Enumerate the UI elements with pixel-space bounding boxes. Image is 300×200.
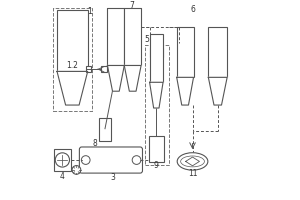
Polygon shape	[177, 77, 194, 105]
Bar	[150, 48, 163, 57]
Bar	[107, 8, 124, 65]
Text: 5: 5	[144, 35, 149, 44]
Bar	[124, 8, 141, 65]
Text: 6: 6	[190, 5, 195, 14]
Polygon shape	[150, 82, 163, 108]
Bar	[150, 34, 163, 82]
Bar	[179, 43, 189, 51]
Polygon shape	[57, 71, 88, 105]
Text: 7: 7	[130, 1, 135, 10]
Polygon shape	[208, 77, 227, 105]
Polygon shape	[124, 65, 141, 91]
Text: 9: 9	[154, 161, 159, 170]
Ellipse shape	[177, 153, 208, 170]
Bar	[57, 10, 88, 71]
Bar	[99, 118, 111, 141]
Circle shape	[72, 166, 81, 174]
Text: 11: 11	[188, 169, 197, 178]
Polygon shape	[107, 65, 124, 91]
Circle shape	[55, 153, 70, 167]
Bar	[145, 45, 169, 165]
Text: 1.2: 1.2	[67, 61, 78, 70]
Bar	[208, 27, 227, 77]
Bar	[148, 136, 164, 162]
Text: 3: 3	[110, 173, 115, 182]
Bar	[86, 66, 91, 72]
Circle shape	[81, 156, 90, 164]
Text: 4: 4	[60, 172, 65, 181]
Bar	[53, 8, 92, 111]
Bar	[101, 66, 107, 72]
Bar	[177, 27, 194, 77]
Circle shape	[132, 156, 141, 164]
Text: 1: 1	[87, 7, 92, 16]
Bar	[54, 149, 71, 171]
Text: 8: 8	[93, 139, 98, 148]
FancyBboxPatch shape	[80, 147, 142, 173]
